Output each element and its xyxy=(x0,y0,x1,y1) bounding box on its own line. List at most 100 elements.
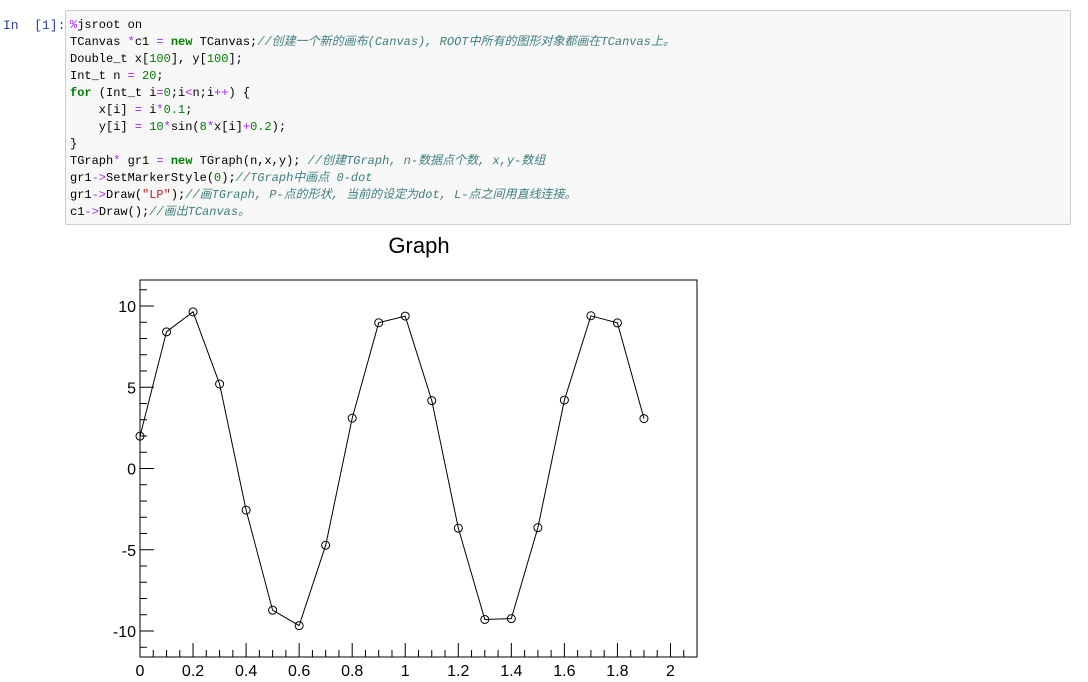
x-tick-label: 0.6 xyxy=(288,663,310,680)
code-token: + xyxy=(242,120,251,134)
code-line: Int_t n = 20; xyxy=(70,68,1066,85)
code-line: c1->Draw();//画出TCanvas。 xyxy=(70,204,1066,221)
code-line: TGraph* gr1 = new TGraph(n,x,y); //创建TGr… xyxy=(70,153,1066,170)
code-token: Draw(); xyxy=(98,205,150,219)
code-token xyxy=(135,69,142,83)
code-token: } xyxy=(70,137,78,151)
x-tick-label: 2 xyxy=(666,663,675,680)
data-point xyxy=(639,414,649,424)
code-token: //TGraph中画点 0-dot xyxy=(235,171,373,185)
code-token xyxy=(164,35,171,49)
code-token: SetMarkerStyle( xyxy=(106,171,215,185)
code-token: TGraph(n,x,y); xyxy=(192,154,308,168)
code-token: ++ xyxy=(214,86,229,100)
code-token: //创建一个新的画布(Canvas), ROOT中所有的图形对象都画在TCanv… xyxy=(257,35,675,49)
code-line: for (Int_t i=0;i<n;i++) { xyxy=(70,85,1066,102)
code-token: = xyxy=(134,120,143,134)
code-token: (Int_t i xyxy=(91,86,157,100)
code-token: 0.1 xyxy=(163,103,186,117)
code-token: < xyxy=(185,86,193,100)
code-token: gr1 xyxy=(120,154,157,168)
code-token: ; xyxy=(185,103,193,117)
code-token: jsroot on xyxy=(77,18,143,32)
data-point xyxy=(506,614,516,624)
x-tick-label: 0.8 xyxy=(341,663,363,680)
data-point xyxy=(162,327,172,337)
code-token: n;i xyxy=(192,86,215,100)
code-token: gr1 xyxy=(70,171,92,185)
code-token: y[i] xyxy=(70,120,135,134)
code-token: x[i] xyxy=(214,120,243,134)
cell-output: Graph -10 -5 0 5 10 0 0.2 0.4 0.6 0.8 1 1.2 1.4 1.6 1… xyxy=(65,226,765,682)
y-axis: -10 -5 0 5 10 xyxy=(113,289,154,648)
data-point xyxy=(453,523,463,533)
code-token: "LP" xyxy=(142,188,171,202)
data-point xyxy=(374,318,384,328)
code-token: ]; xyxy=(228,52,243,66)
code-token: TCanvas; xyxy=(192,35,258,49)
code-token: = xyxy=(127,69,135,83)
data-point xyxy=(427,396,437,406)
code-token: ); xyxy=(170,188,186,202)
code-token: Int_t n xyxy=(70,69,128,83)
code-token: ); xyxy=(271,120,287,134)
code-line: Double_t x[100], y[100]; xyxy=(70,51,1066,68)
code-token: -> xyxy=(84,205,99,219)
code-token: //画出TCanvas。 xyxy=(149,205,251,219)
code-token: 100 xyxy=(149,52,171,66)
code-line: TCanvas *c1 = new TCanvas;//创建一个新的画布(Can… xyxy=(70,34,1066,51)
code-token: new xyxy=(170,154,193,168)
y-tick-label: -10 xyxy=(113,624,136,641)
code-line: y[i] = 10*sin(8*x[i]+0.2); xyxy=(70,119,1066,136)
data-point xyxy=(268,605,278,615)
x-axis: 0 0.2 0.4 0.6 0.8 1 1.2 1.4 1.6 1.8 2 xyxy=(136,643,698,680)
x-tick-label: 1.8 xyxy=(606,663,628,680)
code-token: TCanvas xyxy=(70,35,128,49)
x-tick-label: 0 xyxy=(136,663,145,680)
code-token: 0 xyxy=(214,171,222,185)
code-token: 0.2 xyxy=(250,120,272,134)
x-tick-label: 1.6 xyxy=(553,663,575,680)
code-token: gr1 xyxy=(70,188,92,202)
x-tick-label: 1.4 xyxy=(500,663,522,680)
data-point xyxy=(188,307,198,317)
plot-frame xyxy=(139,279,698,658)
code-token: * xyxy=(206,120,215,134)
code-token: TGraph xyxy=(70,154,114,168)
code-token: //画TGraph, P-点的形状, 当前的设定为dot, L-点之间用直线连接… xyxy=(185,188,577,202)
code-line: %jsroot on xyxy=(70,17,1066,34)
code-line: x[i] = i*0.1; xyxy=(70,102,1066,119)
code-token: * xyxy=(156,103,164,117)
code-line: } xyxy=(70,136,1066,153)
code-token: Double_t x[ xyxy=(70,52,150,66)
code-token: c1 xyxy=(134,35,157,49)
code-token: Draw( xyxy=(106,188,143,202)
code-token: -> xyxy=(91,188,107,202)
code-token: ;i xyxy=(170,86,186,100)
graph-canvas[interactable]: Graph -10 -5 0 5 10 0 0.2 0.4 0.6 0.8 1 1.2 1.4 1.6 1… xyxy=(65,226,765,682)
code-token: 20 xyxy=(142,69,157,83)
code-token: 10 xyxy=(149,120,164,134)
data-point xyxy=(347,413,357,423)
graph-series xyxy=(135,307,649,631)
code-token: = xyxy=(156,154,164,168)
x-tick-label: 1.2 xyxy=(447,663,469,680)
code-token: //创建TGraph, n-数据点个数, x,y-数组 xyxy=(307,154,546,168)
data-point xyxy=(480,614,490,624)
series-line xyxy=(139,310,645,627)
code-token: * xyxy=(127,35,135,49)
code-line: gr1->Draw("LP");//画TGraph, P-点的形状, 当前的设定… xyxy=(70,187,1066,204)
code-token: for xyxy=(70,86,92,100)
code-token: = xyxy=(134,103,143,117)
data-point xyxy=(241,505,251,515)
code-token xyxy=(164,154,171,168)
code-cell-editor[interactable]: %jsroot on TCanvas *c1 = new TCanvas;//创建… xyxy=(65,10,1071,225)
graph-title: Graph xyxy=(388,233,449,258)
cell-prompt: In [1]: xyxy=(3,18,66,33)
code-line: gr1->SetMarkerStyle(0);//TGraph中画点 0-dot xyxy=(70,170,1066,187)
code-token: = xyxy=(156,35,164,49)
code-token: -> xyxy=(91,171,107,185)
data-point xyxy=(215,379,225,389)
x-tick-label: 0.4 xyxy=(235,663,257,680)
code-token: new xyxy=(170,35,193,49)
